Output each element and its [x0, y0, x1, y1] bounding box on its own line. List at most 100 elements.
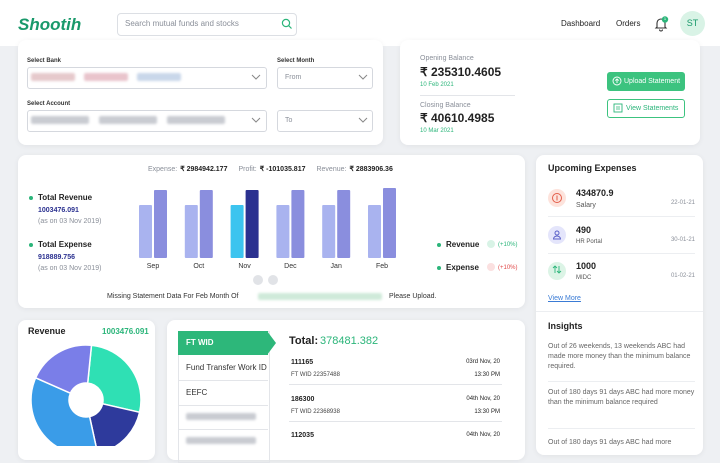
date: 04th Nov, 20: [466, 396, 500, 402]
closing-balance: ₹ 40610.4985: [420, 111, 495, 125]
value: ₹ 2883906.36: [349, 166, 393, 173]
check-icon: [487, 240, 495, 248]
label: Revenue:: [316, 166, 347, 173]
date: 10 Feb 2021: [420, 82, 454, 88]
select-value: To: [285, 117, 293, 124]
divider: [536, 311, 703, 312]
tab-active[interactable]: [178, 331, 268, 355]
bell-icon[interactable]: [653, 16, 669, 32]
value: ₹ 2984942.177: [180, 166, 228, 173]
icons: [552, 193, 562, 274]
total-value: 378481.382: [320, 335, 379, 347]
missing-text: Missing Statement Data For Feb Month Of: [107, 293, 239, 300]
button-label: Upload Statement: [624, 78, 681, 85]
title: Insights: [548, 321, 583, 331]
summary-card: [18, 155, 525, 308]
dot: [437, 243, 441, 247]
chevron: [251, 74, 261, 80]
name: HR Portal: [576, 239, 603, 245]
tab[interactable]: EEFC: [186, 388, 208, 397]
opening-balance: ₹ 235310.4605: [420, 65, 502, 79]
tab[interactable]: Fund Transfer Work ID: [186, 363, 267, 372]
divider: [289, 384, 502, 385]
view-statements-button[interactable]: [607, 99, 685, 118]
legend-label: Expense: [446, 263, 479, 272]
tab-arrow: [267, 331, 276, 355]
list-icon: [613, 103, 623, 113]
search-icon[interactable]: [281, 18, 293, 30]
view-more-link[interactable]: View More: [548, 295, 581, 302]
chip: [137, 73, 181, 81]
check-icon: [487, 263, 495, 271]
divider: [178, 380, 268, 381]
name: Salary: [576, 202, 596, 209]
notification-badge: 1: [663, 16, 667, 21]
insight: Out of 26 weekends, 13 weekends ABC had …: [548, 343, 691, 370]
label: Total Revenue: [38, 193, 93, 202]
time: 13:30 PM: [474, 409, 500, 415]
select-value: From: [285, 74, 302, 81]
chevrons: [251, 74, 368, 123]
search-box[interactable]: [117, 13, 297, 36]
to-select[interactable]: [277, 110, 373, 132]
divider: [178, 429, 268, 430]
date: 30-01-21: [670, 237, 695, 243]
label: Closing Balance: [420, 102, 471, 109]
ref: FT WID 22368938: [291, 409, 340, 415]
title: Revenue: [28, 326, 66, 336]
date: (as on 03 Nov 2019): [38, 265, 102, 272]
avatar[interactable]: [680, 11, 705, 36]
amount: 111165: [291, 359, 314, 366]
date: 01-02-21: [670, 273, 695, 279]
upload-icon: [612, 76, 622, 86]
next-button[interactable]: [268, 275, 278, 285]
upload-button[interactable]: [607, 72, 685, 91]
change: (+10%): [498, 242, 518, 248]
legend-label: Revenue: [446, 240, 480, 249]
label: Profit:: [238, 166, 257, 173]
prev-button[interactable]: [253, 275, 263, 285]
divider: [420, 95, 515, 96]
chip: [31, 73, 75, 81]
button-label: View Statements: [626, 105, 679, 112]
dot: [437, 266, 441, 270]
blurred-tab: [186, 437, 256, 444]
summary-row: Expense: ₹ 2984942.177 Profit: ₹ -101035…: [148, 166, 393, 173]
date: 04th Nov, 20: [466, 432, 500, 438]
divider: [178, 405, 268, 406]
missing-text: Please Upload.: [389, 293, 437, 300]
chevron: [251, 117, 261, 123]
chip: [99, 116, 157, 124]
label: Select Month: [277, 58, 315, 64]
dot: [29, 243, 33, 247]
nav-dashboard[interactable]: Dashboard: [561, 19, 601, 28]
blurred-account: [258, 293, 382, 300]
logo[interactable]: Shootih: [18, 15, 82, 34]
change: (+10%): [498, 265, 518, 271]
avatar-initials: ST: [686, 18, 699, 28]
total-label: Total:: [289, 335, 319, 347]
revenue-card: [18, 320, 155, 460]
divider: [548, 381, 695, 382]
nav-orders[interactable]: Orders: [616, 19, 641, 28]
from-select[interactable]: [277, 67, 373, 89]
amount: 112035: [291, 432, 314, 439]
tab[interactable]: FT WID: [186, 338, 214, 347]
label: Opening Balance: [420, 55, 474, 62]
ref: FT WID 22357488: [291, 372, 340, 378]
value: 918889.756: [38, 254, 75, 261]
chip: [84, 73, 128, 81]
balance-card: [400, 40, 700, 145]
side-card: [536, 155, 703, 455]
name: MIDC: [576, 275, 592, 281]
chevron: [358, 117, 368, 123]
label: Expense:: [148, 166, 178, 173]
title: Upcoming Expenses: [548, 163, 637, 173]
value: ₹ -101035.817: [259, 166, 306, 173]
chip: [31, 116, 89, 124]
time: 13:30 PM: [474, 372, 500, 378]
amount: 186300: [291, 396, 315, 403]
amount: 434870.9: [576, 188, 614, 198]
amount: 490: [576, 225, 592, 235]
